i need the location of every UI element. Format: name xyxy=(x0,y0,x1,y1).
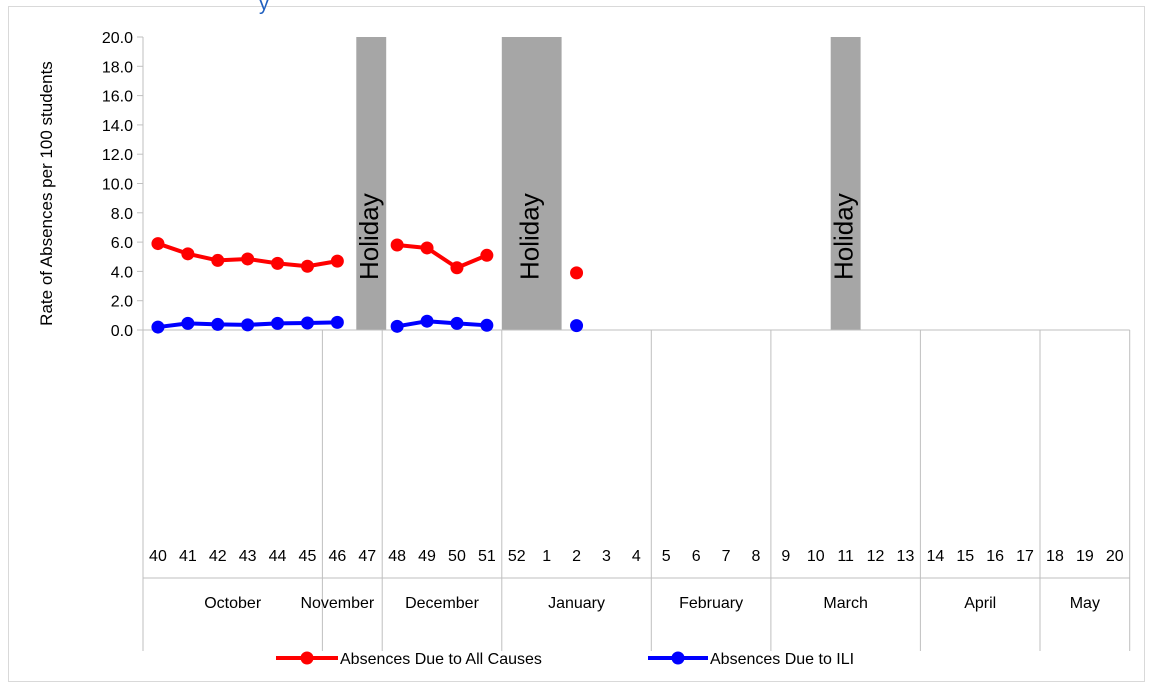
data-point xyxy=(211,317,225,331)
data-point xyxy=(271,256,285,270)
data-point xyxy=(211,253,225,267)
y-tick-label: 10.0 xyxy=(102,177,133,194)
legend-label: Absences Due to All Causes xyxy=(340,651,542,668)
data-point xyxy=(450,316,464,330)
data-point xyxy=(480,318,494,332)
legend-marker xyxy=(300,651,314,665)
holiday-label: Holiday xyxy=(515,193,545,280)
data-point xyxy=(151,237,165,251)
x-tick-label: 43 xyxy=(239,548,257,565)
y-tick-label: 2.0 xyxy=(111,294,133,311)
x-tick-label: 11 xyxy=(837,548,854,565)
y-tick-label: 20.0 xyxy=(102,30,133,47)
x-tick-label: 4 xyxy=(632,548,641,565)
x-tick-label: 13 xyxy=(897,548,915,565)
month-label: May xyxy=(1070,595,1100,612)
data-point xyxy=(420,241,434,255)
y-tick-label: 8.0 xyxy=(111,206,133,223)
month-label: January xyxy=(548,595,605,612)
month-label: October xyxy=(204,595,262,612)
holiday-label: Holiday xyxy=(829,193,859,280)
y-tick-label: 6.0 xyxy=(111,235,133,252)
x-tick-label: 45 xyxy=(299,548,317,565)
month-label: February xyxy=(679,595,743,612)
data-point xyxy=(390,238,404,252)
x-tick-label: 42 xyxy=(209,548,227,565)
data-point xyxy=(271,316,285,330)
data-point xyxy=(420,314,434,328)
x-tick-label: 2 xyxy=(572,548,581,565)
x-tick-label: 48 xyxy=(388,548,406,565)
legend-label: Absences Due to ILI xyxy=(710,651,854,668)
y-tick-label: 18.0 xyxy=(102,59,133,76)
chart-frame: y xyxy=(8,0,1145,682)
data-point xyxy=(241,318,255,332)
chart-title-fragment: y xyxy=(259,0,269,15)
y-tick-label: 0.0 xyxy=(111,323,133,340)
x-tick-label: 19 xyxy=(1076,548,1094,565)
x-tick-label: 51 xyxy=(478,548,496,565)
month-label: December xyxy=(405,595,479,612)
holiday-bar xyxy=(830,37,861,330)
data-point xyxy=(181,247,195,261)
data-point xyxy=(300,259,314,273)
month-label: April xyxy=(964,595,996,612)
x-tick-label: 15 xyxy=(956,548,974,565)
data-point xyxy=(330,315,344,329)
data-point xyxy=(480,248,494,262)
data-point xyxy=(570,266,584,280)
data-point xyxy=(390,319,404,333)
x-tick-label: 10 xyxy=(807,548,825,565)
x-tick-label: 50 xyxy=(448,548,466,565)
x-tick-label: 40 xyxy=(149,548,167,565)
x-tick-label: 17 xyxy=(1016,548,1034,565)
holiday-bar xyxy=(501,37,562,330)
x-tick-label: 52 xyxy=(508,548,526,565)
x-tick-label: 14 xyxy=(926,548,944,565)
y-axis-title: Rate of Absences per 100 students xyxy=(37,61,56,326)
x-tick-label: 20 xyxy=(1106,548,1124,565)
y-tick-label: 14.0 xyxy=(102,118,133,135)
x-tick-label: 6 xyxy=(692,548,701,565)
x-tick-label: 47 xyxy=(358,548,376,565)
data-point xyxy=(330,254,344,268)
x-tick-label: 5 xyxy=(662,548,671,565)
x-tick-label: 12 xyxy=(867,548,885,565)
month-label: March xyxy=(823,595,867,612)
data-point xyxy=(450,261,464,275)
x-tick-label: 9 xyxy=(781,548,790,565)
x-tick-label: 49 xyxy=(418,548,436,565)
x-tick-label: 3 xyxy=(602,548,611,565)
x-tick-label: 8 xyxy=(751,548,760,565)
month-label: November xyxy=(300,595,374,612)
x-tick-label: 18 xyxy=(1046,548,1064,565)
x-tick-label: 7 xyxy=(722,548,731,565)
series-line xyxy=(396,319,487,329)
y-tick-label: 12.0 xyxy=(102,147,133,164)
x-tick-label: 1 xyxy=(542,548,551,565)
holiday-bar xyxy=(356,37,387,330)
holiday-label: Holiday xyxy=(354,193,384,280)
data-point xyxy=(241,252,255,266)
x-tick-label: 46 xyxy=(328,548,346,565)
data-point xyxy=(151,320,165,334)
x-tick-label: 16 xyxy=(986,548,1004,565)
y-tick-label: 4.0 xyxy=(111,264,133,281)
data-point xyxy=(181,316,195,330)
x-tick-label: 44 xyxy=(269,548,287,565)
x-tick-label: 41 xyxy=(179,548,197,565)
series-line xyxy=(396,243,488,270)
data-point xyxy=(570,319,584,333)
legend-marker xyxy=(671,651,685,665)
data-point xyxy=(300,316,314,330)
y-tick-label: 16.0 xyxy=(102,89,133,106)
